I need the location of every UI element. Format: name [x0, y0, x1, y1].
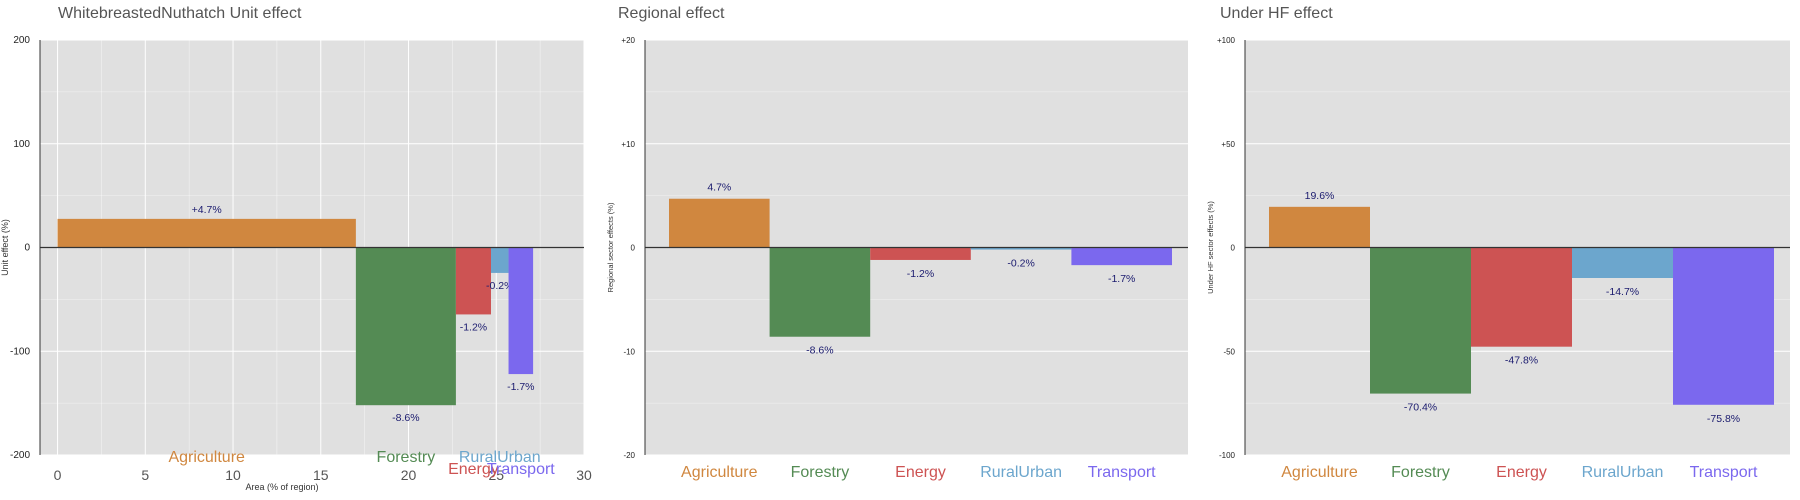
category-label-transport: Transport: [487, 461, 555, 478]
y-axis-label: Unit effect (%): [0, 219, 10, 276]
y-tick-label: 200: [13, 35, 30, 46]
bar-agriculture: [1269, 206, 1370, 248]
data-label: -0.2%: [1007, 258, 1034, 270]
category-label-forestry: Forestry: [791, 464, 850, 481]
y-tick-label: 0: [631, 244, 636, 253]
data-label: -70.4%: [1404, 402, 1437, 414]
chart-title: Regional effect: [618, 5, 725, 22]
chart-title: Under HF effect: [1220, 5, 1333, 22]
y-tick-label: +10: [621, 140, 635, 149]
bar-energy: [870, 247, 971, 260]
category-label-ruralurban: RuralUrban: [459, 449, 541, 466]
data-label: -1.7%: [1108, 273, 1135, 285]
data-label: 19.6%: [1305, 190, 1335, 202]
category-label-energy: Energy: [895, 464, 946, 481]
category-label-agriculture: Agriculture: [681, 464, 758, 481]
category-label-energy: Energy: [448, 461, 499, 478]
bar-forestry: [355, 247, 456, 406]
bar-ruralurban: [490, 247, 509, 273]
bar-ruralurban: [1572, 247, 1673, 279]
category-label-agriculture: Agriculture: [168, 449, 245, 466]
category-label-forestry: Forestry: [1391, 464, 1450, 481]
x-tick-label: 0: [54, 467, 62, 483]
y-tick-label: -50: [1223, 347, 1235, 356]
data-label: -1.2%: [907, 268, 934, 280]
category-label-transport: Transport: [1690, 464, 1758, 481]
y-tick-label: -200: [10, 450, 30, 461]
data-label: -75.8%: [1707, 413, 1740, 425]
y-tick-label: -100: [1219, 451, 1236, 460]
y-tick-label: 0: [24, 243, 30, 254]
x-tick-label: 30: [576, 467, 592, 483]
data-label: -0.2%: [486, 280, 513, 292]
bar-ruralurban: [970, 247, 1072, 250]
bar-energy: [1471, 247, 1572, 347]
y-axis-label: Regional sector effects (%): [606, 202, 615, 292]
category-label-transport: Transport: [1088, 464, 1156, 481]
y-tick-label: -100: [10, 346, 30, 357]
data-label: -8.6%: [392, 412, 419, 424]
data-label: -14.7%: [1606, 286, 1639, 298]
category-label-agriculture: Agriculture: [1281, 464, 1358, 481]
category-label-energy: Energy: [1496, 464, 1547, 481]
y-tick-label: +100: [1217, 36, 1236, 45]
bar-transport: [1071, 247, 1172, 266]
x-tick-label: 20: [401, 467, 417, 483]
y-tick-label: -10: [623, 347, 635, 356]
data-label: 4.7%: [707, 182, 731, 194]
category-label-ruralurban: RuralUrban: [980, 464, 1062, 481]
x-tick-label: 10: [225, 467, 241, 483]
chart-panel-3: +100 +50 0 -50 -100 Under HF effect Under HF s…: [1206, 5, 1790, 481]
bar-forestry: [1370, 247, 1471, 394]
data-label: -8.6%: [806, 345, 833, 357]
x-tick-label: 15: [313, 467, 329, 483]
bar-agriculture: [57, 218, 356, 248]
data-label: -1.7%: [507, 381, 534, 393]
y-tick-label: 0: [1231, 244, 1236, 253]
chart-panel-2: +20 +10 0 -10 -20 Regional effect Regional sec…: [606, 5, 1188, 481]
data-label: -47.8%: [1505, 355, 1538, 367]
y-tick-label: -20: [623, 451, 635, 460]
y-tick-label: 100: [13, 139, 30, 150]
category-label-ruralurban: RuralUrban: [1582, 464, 1664, 481]
data-label: +4.7%: [192, 204, 222, 216]
y-tick-label: +50: [1221, 140, 1235, 149]
data-label: -1.2%: [460, 321, 487, 333]
bar-transport: [508, 247, 534, 375]
bar-agriculture: [669, 198, 770, 248]
bar-forestry: [769, 247, 871, 337]
x-tick-label: 5: [141, 467, 149, 483]
category-label-forestry: Forestry: [377, 449, 436, 466]
x-axis-label: Area (% of region): [245, 482, 318, 492]
y-axis-label: Under HF sector effects (%): [1206, 201, 1215, 294]
bar-transport: [1673, 247, 1774, 405]
y-tick-label: +20: [621, 36, 635, 45]
bar-energy: [455, 247, 491, 315]
x-tick-label: 25: [488, 467, 504, 483]
chart-title: WhitebreastedNuthatch Unit effect: [58, 5, 302, 22]
